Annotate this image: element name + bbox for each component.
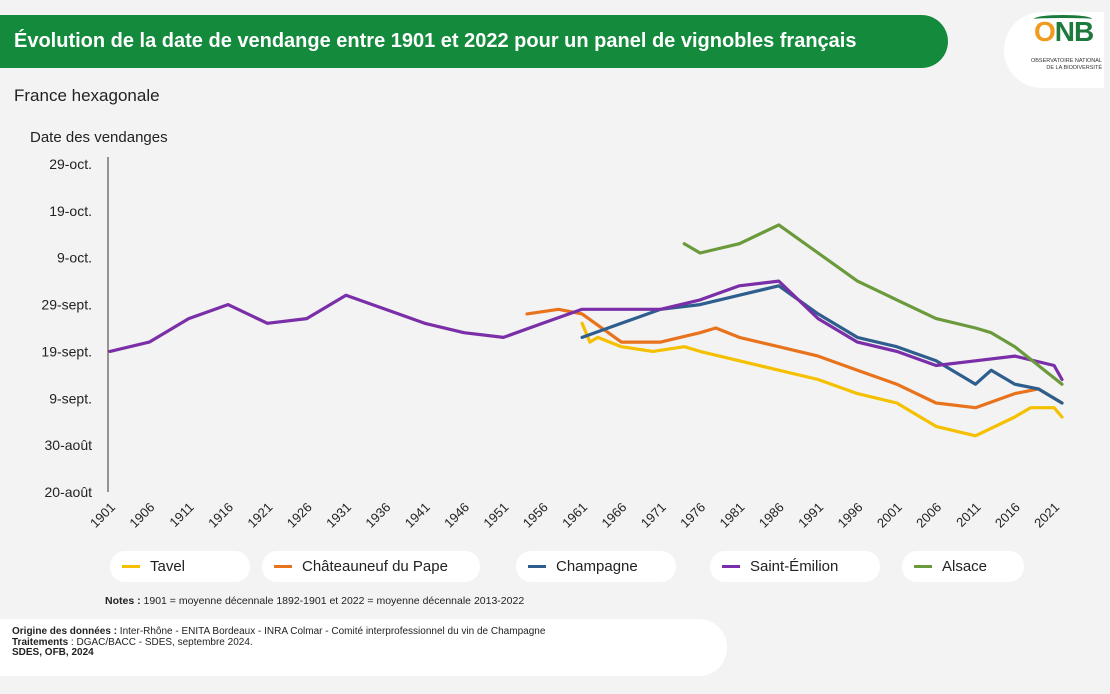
series-line-tavel — [580, 321, 1064, 438]
x-tick-label: 1981 — [716, 500, 747, 531]
x-tick-label: 1986 — [756, 500, 787, 531]
legend-item: Tavel — [110, 551, 250, 582]
y-tick-label: 19-sept. — [41, 343, 92, 359]
line-chart: Date des vendanges 20-août 30-août 9-sept.… — [30, 129, 1064, 531]
series-line-ch-teauneuf-du-pape — [525, 307, 1064, 410]
y-tick-label: 19-oct. — [49, 203, 92, 219]
legend-item: Champagne — [516, 551, 676, 582]
legend-swatch — [528, 565, 546, 568]
legend-label: Tavel — [150, 558, 186, 575]
x-tick-label: 1996 — [835, 500, 866, 531]
y-tick-label: 29-oct. — [49, 156, 92, 172]
legend-item: Alsace — [902, 551, 1024, 582]
legend-item: Saint-Émilion — [710, 551, 880, 582]
series-line-champagne — [580, 284, 1064, 405]
x-tick-label: 2021 — [1031, 500, 1062, 531]
legend-swatch — [122, 565, 140, 568]
data-source: Origine des données : Inter-Rhône - ENIT… — [12, 626, 546, 637]
series-line-alsace — [682, 223, 1064, 386]
chart-subtitle: France hexagonale — [14, 86, 160, 105]
x-tick-label: 1936 — [362, 500, 393, 531]
logo-mark: ONB — [1034, 16, 1094, 47]
legend-swatch — [274, 565, 292, 568]
logo-subtitle: OBSERVATOIRE NATIONAL DE LA BIODIVERSITÉ — [1030, 58, 1102, 71]
x-tick-label: 1901 — [87, 500, 118, 531]
legend-swatch — [722, 565, 740, 568]
x-tick-label: 1931 — [323, 500, 354, 531]
processing-info: Traitements : DGAC/BACC - SDES, septembr… — [12, 636, 253, 648]
x-tick-label: 1971 — [638, 500, 669, 531]
legend-label: Saint-Émilion — [750, 558, 839, 575]
x-tick-label: 1991 — [795, 500, 826, 531]
x-tick-label: 1906 — [126, 500, 157, 531]
x-tick-label: 1951 — [480, 500, 511, 531]
logo-arc-icon — [1034, 15, 1092, 23]
chart-notes: Notes : 1901 = moyenne décennale 1892-19… — [105, 595, 525, 607]
x-tick-label: 1956 — [520, 500, 551, 531]
x-tick-label: 2001 — [874, 500, 905, 531]
y-tick-label: 29-sept. — [41, 297, 92, 313]
y-tick-label: 20-août — [45, 484, 93, 500]
legend-label: Châteauneuf du Pape — [302, 558, 448, 575]
series-line-saint-milion — [108, 279, 1064, 382]
page-title: Évolution de la date de vendange entre 1… — [14, 30, 857, 52]
onb-logo: ONB OBSERVATOIRE NATIONAL DE LA BIODIVER… — [1004, 12, 1104, 88]
x-tick-label: 2006 — [913, 500, 944, 531]
x-tick-label: 1961 — [559, 500, 590, 531]
y-tick-label: 9-sept. — [49, 390, 92, 406]
x-tick-label: 2016 — [992, 500, 1023, 531]
x-tick-label: 1911 — [166, 500, 196, 530]
legend-label: Champagne — [556, 558, 638, 575]
x-tick-label: 1946 — [441, 500, 472, 531]
x-tick-label: 2011 — [953, 500, 983, 530]
x-tick-label: 1926 — [284, 500, 315, 531]
x-tick-label: 1921 — [244, 500, 275, 531]
x-tick-label: 1916 — [205, 500, 236, 531]
y-tick-label: 9-oct. — [57, 250, 92, 266]
legend-item: Châteauneuf du Pape — [262, 551, 480, 582]
x-tick-label: 1966 — [598, 500, 629, 531]
credit: SDES, OFB, 2024 — [12, 647, 94, 658]
x-tick-label: 1976 — [677, 500, 708, 531]
y-axis-label: Date des vendanges — [30, 129, 168, 146]
legend-swatch — [914, 565, 932, 568]
x-tick-label: 1941 — [402, 500, 433, 531]
source-box: Origine des données : Inter-Rhône - ENIT… — [0, 619, 727, 676]
y-tick-label: 30-août — [45, 437, 93, 453]
title-bar: Évolution de la date de vendange entre 1… — [0, 15, 948, 68]
legend-label: Alsace — [942, 558, 988, 575]
